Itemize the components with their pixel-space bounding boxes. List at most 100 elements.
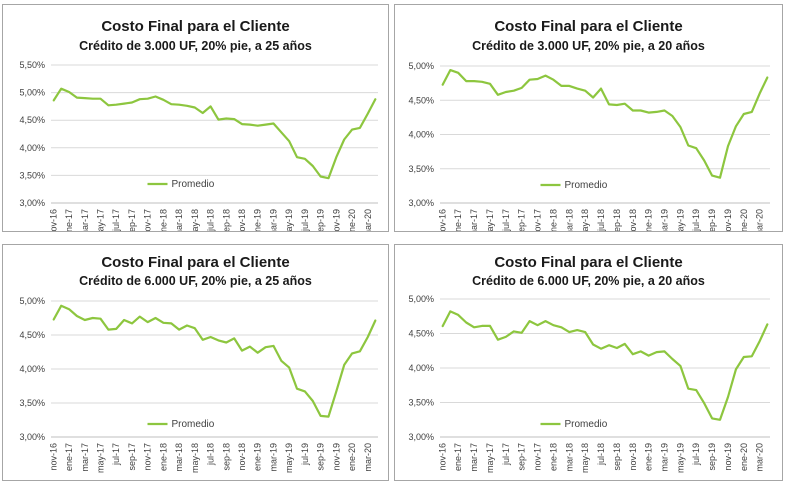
data-point [505,91,507,93]
data-point [608,344,610,346]
chart-title: Costo Final para el Cliente [101,254,289,271]
data-point [648,112,650,114]
x-tick-label: jul-17 [501,443,511,466]
chart-subtitle: Crédito de 6.000 UF, 20% pie, a 25 años [79,274,312,288]
data-point [359,127,361,129]
data-point [312,400,314,402]
data-point [225,341,227,344]
x-tick-label: ene-20 [739,443,749,471]
data-point [265,346,267,348]
x-tick-label: sep-19 [707,209,717,231]
x-tick-label: nov-19 [331,209,341,231]
data-point [521,87,523,89]
x-tick-label: ene-19 [253,209,263,231]
data-point [537,78,539,80]
line-chart: Costo Final para el Cliente Crédito de 3.… [19,18,378,231]
x-tick-label: ene-19 [644,443,654,471]
data-point [107,104,109,106]
x-tick-label: nov-16 [437,443,447,471]
x-tick-label: ene-19 [253,443,263,471]
data-point [473,326,475,328]
x-tick-label: nov-18 [628,443,638,471]
y-tick-label: 5,00% [408,61,434,71]
y-tick-label: 5,00% [19,88,45,98]
data-point [751,111,753,113]
x-tick-label: mar-17 [80,209,90,231]
data-point [131,322,133,324]
data-point [335,156,337,158]
line-chart: Costo Final para el Cliente Crédito de 6.… [408,254,770,473]
x-tick-label: may-19 [675,209,685,231]
data-point [671,358,673,360]
data-point [115,104,117,106]
x-tick-label: jul-18 [596,443,606,466]
x-tick-label: jul-18 [206,209,216,231]
data-point [497,94,499,96]
x-tick-label: may-19 [675,443,685,473]
series-line-promedio [441,68,769,179]
data-point [497,339,499,341]
series-line-promedio [52,304,377,418]
x-tick-label: may-18 [580,209,590,231]
chart-subtitle: Crédito de 6.000 UF, 20% pie, a 20 años [472,274,705,288]
y-tick-label: 5,00% [408,294,434,304]
data-point [335,390,337,392]
data-point [703,402,705,404]
x-tick-label: may-18 [190,209,200,231]
data-point [375,98,377,100]
x-tick-label: sep-18 [612,209,622,231]
x-tick-label: jul-17 [111,443,121,466]
chart-title: Costo Final para el Cliente [101,18,289,35]
x-tick-label: sep-17 [517,209,527,231]
data-point [759,340,761,342]
x-tick-label: nov-17 [533,443,543,471]
data-point [743,113,745,115]
data-point [735,368,737,370]
data-point [735,125,737,127]
data-point [576,88,578,90]
data-point [194,327,196,329]
data-point [727,145,729,147]
data-point [272,122,275,125]
data-point [544,75,547,77]
data-point [584,90,586,92]
data-point [233,118,235,120]
data-point [249,346,251,348]
data-point [304,390,306,392]
data-point [592,343,594,346]
data-point [202,112,204,114]
chart-title: Costo Final para el Cliente [494,18,682,35]
data-point [663,109,666,112]
y-tick-label: 3,00% [19,198,45,208]
data-point [288,140,290,142]
data-point [759,92,761,94]
y-tick-label: 5,50% [19,60,45,70]
x-tick-label: nov-17 [533,209,543,231]
data-point [449,310,451,312]
data-point [481,81,483,83]
data-point [695,389,697,391]
data-point [624,343,626,345]
x-tick-label: sep-19 [707,443,717,471]
data-point [679,126,681,128]
data-point [241,350,243,352]
data-point [52,319,55,321]
data-point [99,318,102,320]
data-point [544,320,547,322]
chart-panel-6000-20: Costo Final para el Cliente Crédito de 6.… [394,244,783,481]
data-point [560,85,562,87]
data-point [505,336,507,338]
x-tick-label: mar-19 [269,209,279,231]
data-point [202,339,204,341]
chart-panel-6000-25: Costo Final para el Cliente Crédito de 6.… [2,244,389,481]
data-point [320,175,322,178]
data-point [257,125,259,127]
data-point [671,115,673,117]
data-point [513,330,515,332]
data-point [441,84,443,86]
y-tick-label: 4,00% [19,364,45,374]
data-point [84,319,86,321]
x-tick-label: jul-19 [691,209,701,231]
data-point [123,103,125,105]
x-tick-label: nov-18 [628,209,638,231]
